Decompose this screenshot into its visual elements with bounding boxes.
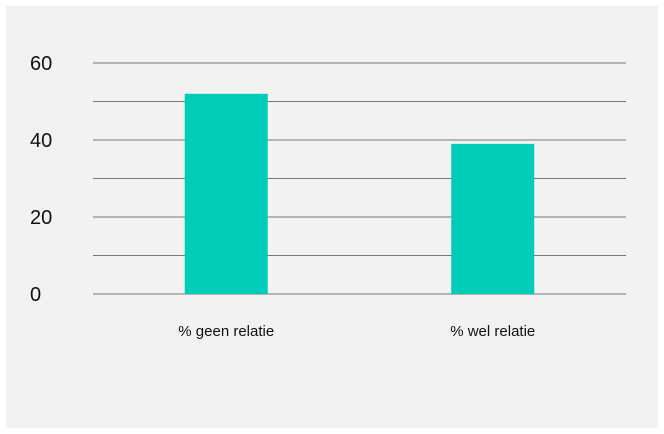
bars (185, 94, 535, 294)
bar (451, 144, 534, 294)
y-tick-label: 60 (30, 53, 52, 75)
y-axis-tick-labels: 0 20 40 60 (30, 53, 52, 306)
bar (185, 94, 268, 294)
x-axis-category-labels: % geen relatie % wel relatie (178, 323, 535, 340)
x-category-label: % geen relatie (178, 323, 274, 340)
y-tick-label: 40 (30, 130, 52, 152)
x-category-label: % wel relatie (450, 323, 535, 340)
gridlines (93, 63, 626, 294)
y-tick-label: 0 (30, 284, 41, 306)
y-tick-label: 20 (30, 207, 52, 229)
